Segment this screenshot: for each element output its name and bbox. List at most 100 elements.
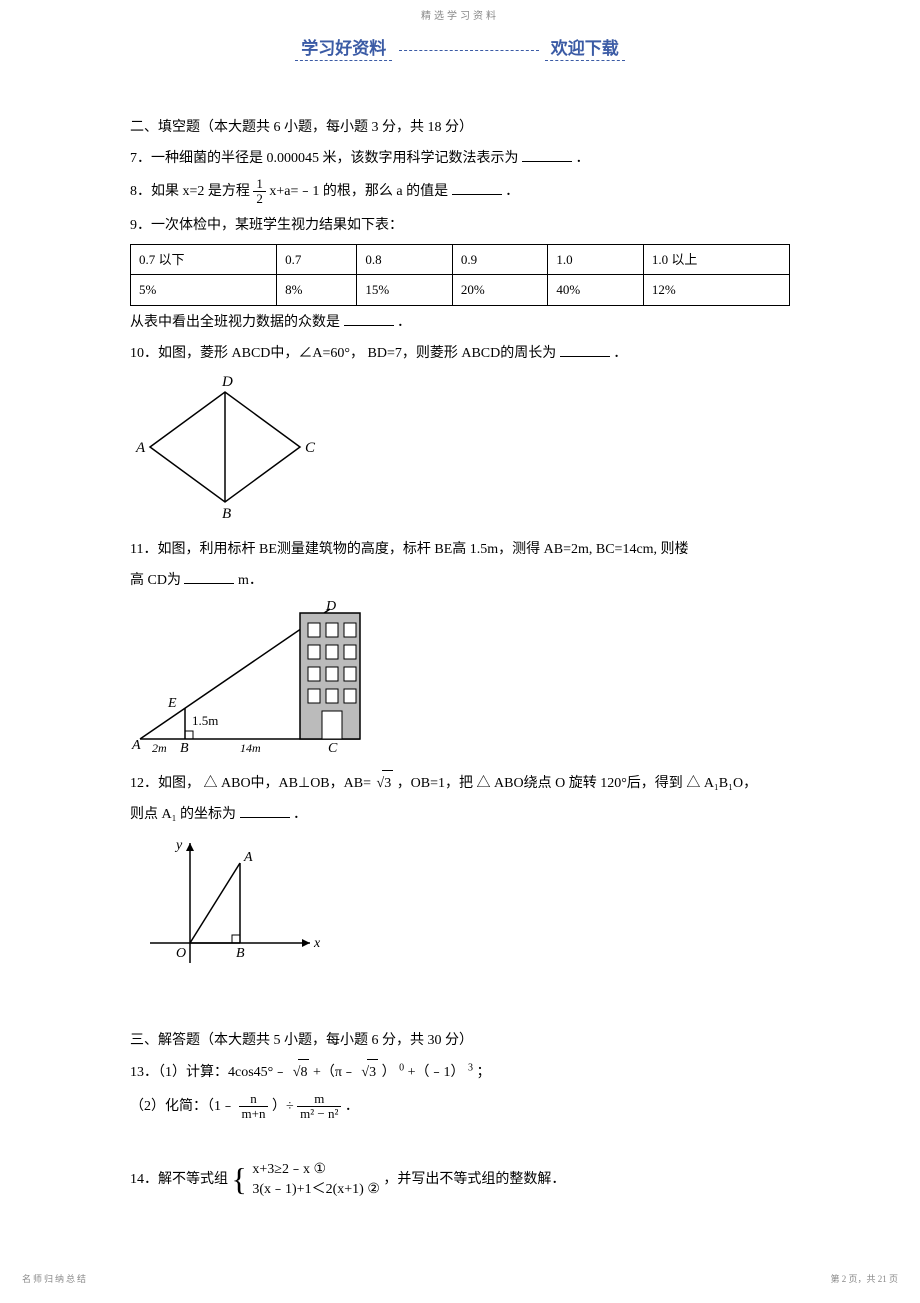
q12-b: ABO中，AB⊥OB，AB= bbox=[221, 776, 371, 791]
cell: 12% bbox=[643, 275, 789, 305]
q14-l2a: 3(x﹣1)+1＜2(x+1) bbox=[252, 1182, 363, 1197]
ax-a: A bbox=[243, 850, 253, 865]
q10-end: ． bbox=[613, 346, 627, 361]
ax-b: B bbox=[236, 946, 245, 961]
bld-bc: 14m bbox=[240, 741, 261, 754]
q13-2b: ）÷ bbox=[272, 1099, 294, 1114]
q13-pow0: 0 bbox=[399, 1063, 404, 1074]
rhombus-b: B bbox=[222, 506, 231, 522]
q12-tri3: △ bbox=[686, 776, 700, 791]
q12-end: ． bbox=[293, 807, 307, 822]
cell: 0.7 以下 bbox=[131, 244, 277, 274]
axes-figure: O B A x y bbox=[130, 833, 790, 982]
cell: 40% bbox=[548, 275, 643, 305]
q13b: +（π﹣ bbox=[313, 1065, 356, 1080]
header-left: 学习好资料 bbox=[295, 37, 392, 61]
q8-blank bbox=[452, 181, 502, 195]
q13-2-frac1: n m+n bbox=[239, 1092, 269, 1122]
q12-c: ，OB=1，把 bbox=[397, 776, 473, 791]
q14-l1a: x+3≥2﹣x bbox=[252, 1162, 310, 1177]
bld-a: A bbox=[131, 738, 141, 753]
header-right: 欢迎下载 bbox=[545, 37, 625, 61]
section2-title: 二、填空题（本大题共 6 小题，每小题 3 分，共 18 分） bbox=[130, 115, 790, 140]
q13-2c: ． bbox=[345, 1099, 359, 1114]
rhombus-a: A bbox=[135, 440, 146, 456]
cell: 0.7 bbox=[277, 244, 357, 274]
q13a: 13．（1）计算：4cos45°﹣ bbox=[130, 1065, 291, 1080]
q14: 14．解不等式组 { x+3≥2﹣x ① 3(x﹣1)+1＜2(x+1) ② ，… bbox=[130, 1151, 790, 1209]
q8-frac-num: 1 bbox=[253, 177, 266, 192]
q10-text: 10．如图，菱形 ABCD中，∠A=60°， BD=7，则菱形 ABCD的周长为 bbox=[130, 346, 556, 361]
q14b: ，并写出不等式组的整数解． bbox=[383, 1172, 565, 1187]
q8-frac-den: 2 bbox=[253, 192, 266, 206]
q7-text: 7．一种细菌的半径是 0.000045 米，该数字用科学记数法表示为 bbox=[130, 151, 519, 166]
rhombus-d: D bbox=[221, 374, 233, 390]
q12: 12．如图， △ ABO中，AB⊥OB，AB= 3 ，OB=1，把 △ ABO绕… bbox=[130, 770, 790, 796]
section3-title: 三、解答题（本大题共 5 小题，每小题 6 分，共 30 分） bbox=[130, 1028, 790, 1053]
q14-l2c: ② bbox=[367, 1180, 380, 1200]
q9: 9．一次体检中，某班学生视力结果如下表： bbox=[130, 213, 790, 238]
q13-2-frac2: m m² − n² bbox=[297, 1092, 341, 1122]
q14a: 14．解不等式组 bbox=[130, 1172, 228, 1187]
q13-2-frac1-den: m+n bbox=[239, 1107, 269, 1121]
q12-tri2: △ bbox=[477, 776, 491, 791]
bld-d: D bbox=[325, 599, 336, 614]
q13-sqrt8-val: 8 bbox=[298, 1059, 309, 1085]
q12-d: ABO绕点 O 旋转 120°后，得到 bbox=[494, 776, 683, 791]
q11b: 高 CD为 m． bbox=[130, 568, 790, 593]
q12-a: 12．如图， bbox=[130, 776, 200, 791]
bld-c: C bbox=[328, 741, 338, 754]
q12-e: A₁B₁O， bbox=[704, 776, 757, 791]
q14-l1c: ① bbox=[313, 1160, 326, 1180]
page-header: 学习好资料 欢迎下载 bbox=[0, 34, 920, 65]
q14-system: x+3≥2﹣x ① 3(x﹣1)+1＜2(x+1) ② bbox=[252, 1160, 380, 1199]
cell: 5% bbox=[131, 275, 277, 305]
q9b-end: ． bbox=[397, 315, 411, 330]
brace-icon: { bbox=[232, 1151, 247, 1209]
q8-b: x+a=﹣1 的根，那么 a 的值是 bbox=[269, 184, 448, 199]
building-figure: A B C D E 1.5m 2m 14m bbox=[130, 599, 790, 763]
cell: 0.9 bbox=[452, 244, 547, 274]
table-row: 5% 8% 15% 20% 40% 12% bbox=[131, 275, 790, 305]
footer-left: 名师归纳总结 bbox=[22, 1271, 88, 1287]
q9b-blank bbox=[344, 312, 394, 326]
q12-tri1: △ bbox=[204, 776, 218, 791]
q13-2-frac2-num: m bbox=[297, 1092, 341, 1107]
q11b-text: 高 CD为 bbox=[130, 573, 181, 588]
cell: 15% bbox=[357, 275, 452, 305]
q12f-text: 则点 A₁ 的坐标为 bbox=[130, 807, 236, 822]
q12-sqrt: 3 bbox=[375, 770, 394, 796]
q12-sqrt-val: 3 bbox=[382, 770, 393, 796]
q9b: 从表中看出全班视力数据的众数是 ． bbox=[130, 310, 790, 335]
cell: 1.0 以上 bbox=[643, 244, 789, 274]
q13-sqrt3: 3 bbox=[359, 1059, 378, 1085]
q9b-text: 从表中看出全班视力数据的众数是 bbox=[130, 315, 340, 330]
q13-2-frac1-num: n bbox=[239, 1092, 269, 1107]
q13-2a: （2）化简：（1﹣ bbox=[130, 1099, 235, 1114]
cell: 8% bbox=[277, 275, 357, 305]
bld-ab: 2m bbox=[152, 741, 167, 754]
footer-right: 第 2 页，共 21 页 bbox=[830, 1271, 898, 1287]
q13-sqrt8: 8 bbox=[291, 1059, 310, 1085]
q12-blank bbox=[240, 804, 290, 818]
q11: 11．如图，利用标杆 BE测量建筑物的高度，标杆 BE高 1.5m，测得 AB=… bbox=[130, 537, 790, 562]
rhombus-figure: D A C B bbox=[130, 372, 790, 531]
q7: 7．一种细菌的半径是 0.000045 米，该数字用科学记数法表示为 ． bbox=[130, 146, 790, 171]
q8-end: ． bbox=[505, 184, 519, 199]
q13c: ） bbox=[382, 1065, 396, 1080]
q13-sqrt3-val: 3 bbox=[367, 1059, 378, 1085]
q13e: ； bbox=[477, 1065, 491, 1080]
cell: 1.0 bbox=[548, 244, 643, 274]
q10-blank bbox=[560, 343, 610, 357]
header-dash bbox=[399, 50, 539, 51]
q11c-text: m． bbox=[238, 573, 263, 588]
table-row: 0.7 以下 0.7 0.8 0.9 1.0 1.0 以上 bbox=[131, 244, 790, 274]
q10: 10．如图，菱形 ABCD中，∠A=60°， BD=7，则菱形 ABCD的周长为… bbox=[130, 341, 790, 366]
content-area: 二、填空题（本大题共 6 小题，每小题 3 分，共 18 分） 7．一种细菌的半… bbox=[130, 115, 790, 1209]
cell: 20% bbox=[452, 275, 547, 305]
bld-h: 1.5m bbox=[192, 713, 218, 728]
q12f: 则点 A₁ 的坐标为 ． bbox=[130, 802, 790, 827]
q13-2: （2）化简：（1﹣ n m+n ）÷ m m² − n² ． bbox=[130, 1092, 790, 1122]
bld-e: E bbox=[167, 696, 177, 711]
q8: 8．如果 x=2 是方程 1 2 x+a=﹣1 的根，那么 a 的值是 ． bbox=[130, 177, 790, 207]
